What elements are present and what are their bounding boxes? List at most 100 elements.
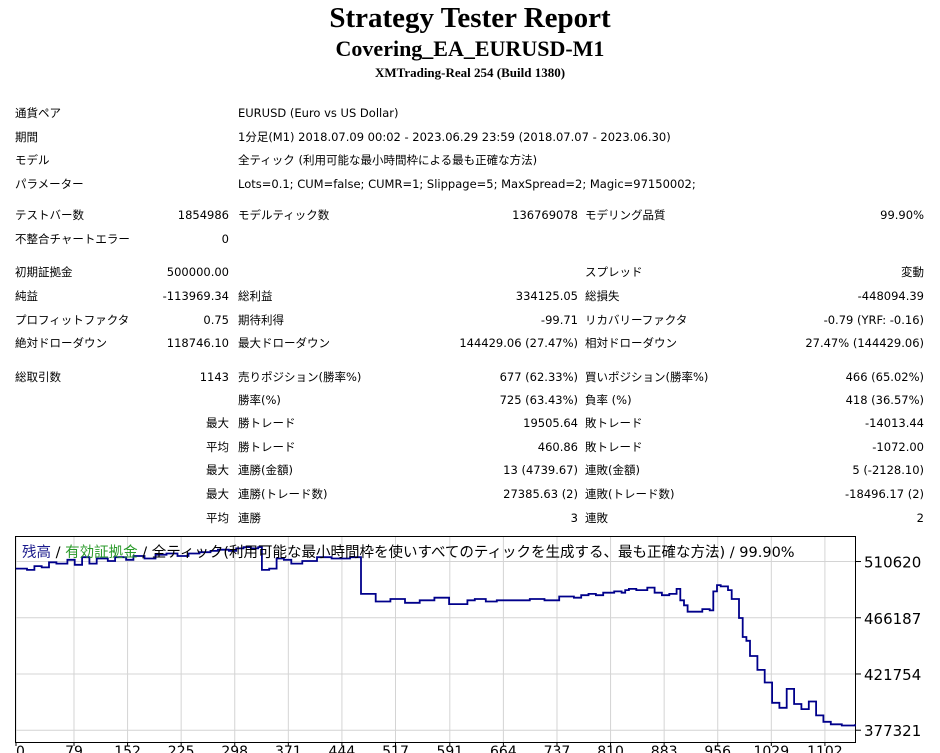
- symbol-label: 通貨ペア: [15, 106, 61, 120]
- spread-label: スプレッド: [585, 265, 643, 279]
- consec-wins-amt-value: 13 (4739.67): [503, 463, 578, 477]
- chart-title-balance: 残高: [22, 545, 51, 561]
- net-value: -113969.34: [162, 289, 229, 303]
- x-tick-label: 956: [704, 744, 731, 753]
- mismatch-label: 不整合チャートエラー: [15, 232, 130, 246]
- quality-value: 99.90%: [880, 208, 924, 222]
- net-label: 純益: [15, 289, 38, 303]
- report-subtitle: Covering_EA_EURUSD-M1: [335, 36, 605, 61]
- x-tick-label: 444: [329, 744, 356, 753]
- chart-title-model: 全ティック(利用可能な最小時間枠を使いすべてのティックを生成する、最も正確な方法…: [151, 545, 795, 561]
- max-prefix-2: 最大: [206, 463, 229, 477]
- chart-series: [16, 546, 856, 727]
- total-trades-value: 1143: [199, 370, 229, 384]
- avg-win-label: 勝トレード: [238, 440, 296, 454]
- avg-prefix-2: 平均: [206, 511, 229, 525]
- avg-consec-loss-value: 2: [916, 511, 924, 525]
- x-tick-label: 371: [275, 744, 302, 753]
- chart-title-equity: 有効証拠金: [65, 545, 138, 561]
- rel-dd-value: 27.47% (144429.06): [805, 336, 924, 350]
- chart-title-sep-1: /: [51, 545, 66, 561]
- quality-label: モデリング品質: [585, 208, 666, 222]
- model-value: 全ティック (利用可能な最小時間枠による最も正確な方法): [238, 153, 538, 167]
- y-tick-label: 377321: [864, 722, 921, 740]
- x-tick-label: 0: [16, 744, 25, 753]
- avg-consec-loss-label: 連敗: [585, 511, 608, 525]
- balance-chart: 510620 466187 421754 377321 0 79 152 225 298 371…: [15, 536, 921, 753]
- rel-dd-label: 相対ドローダウン: [585, 336, 677, 350]
- build-info: XMTrading-Real 254 (Build 1380): [374, 65, 566, 80]
- short-value: 677 (62.33%): [499, 370, 578, 384]
- gross-profit-label: 総利益: [238, 289, 273, 303]
- expected-value: -99.71: [540, 313, 578, 327]
- avg-win-value: 460.86: [537, 440, 578, 454]
- short-label: 売りポジション(勝率%): [238, 370, 362, 384]
- pf-value: 0.75: [203, 313, 229, 327]
- x-tick-label: 883: [651, 744, 678, 753]
- loss-label: 負率 (%): [585, 393, 632, 407]
- total-trades-label: 総取引数: [15, 370, 61, 384]
- max-prefix-1: 最大: [206, 416, 229, 430]
- x-tick-label: 810: [597, 744, 624, 753]
- y-tick-label: 510620: [864, 554, 921, 572]
- mismatch-value: 0: [221, 232, 229, 246]
- abs-dd-value: 118746.10: [166, 336, 229, 350]
- period-value: 1分足(M1) 2018.07.09 00:02 - 2023.06.29 23…: [238, 130, 671, 144]
- chart-title-sep-2: /: [137, 545, 152, 561]
- consec-wins-amt-label: 連勝(金額): [238, 463, 293, 477]
- gross-loss-value: -448094.39: [857, 289, 924, 303]
- consec-wins-cnt-label: 連勝(トレード数): [238, 487, 328, 501]
- avg-consec-win-label: 連勝: [238, 511, 261, 525]
- deposit-value: 500000.00: [166, 265, 229, 279]
- x-tick-label: 79: [65, 744, 83, 753]
- recovery-label: リカバリーファクタ: [585, 313, 688, 327]
- abs-dd-label: 絶対ドローダウン: [15, 336, 107, 350]
- consec-wins-cnt-value: 27385.63 (2): [503, 487, 578, 501]
- x-tick-label: 737: [544, 744, 571, 753]
- avg-loss-label: 敗トレード: [585, 440, 643, 454]
- x-axis: 0 79 152 225 298 371 444 517 591 664 737 810 883 956 1…: [15, 742, 843, 753]
- x-tick-label: 1102: [807, 744, 843, 753]
- model-label: モデル: [15, 153, 50, 167]
- deposit-label: 初期証拠金: [15, 265, 73, 279]
- largest-loss-value: -14013.44: [864, 416, 924, 430]
- x-tick-label: 517: [382, 744, 409, 753]
- chart-title: 残高 / 有効証拠金 / 全ティック(利用可能な最小時間枠を使いすべてのティック…: [22, 541, 795, 562]
- avg-prefix-1: 平均: [206, 440, 229, 454]
- win-value: 725 (63.43%): [499, 393, 578, 407]
- chart-grid: [15, 537, 855, 742]
- bars-label: テストバー数: [15, 208, 84, 222]
- x-tick-label: 225: [168, 744, 195, 753]
- period-label: 期間: [15, 130, 38, 144]
- params-value: Lots=0.1; CUM=false; CUMR=1; Slippage=5;…: [238, 177, 696, 191]
- params-label: パラメーター: [15, 177, 84, 191]
- gross-profit-value: 334125.05: [515, 289, 578, 303]
- consec-loss-amt-value: 5 (-2128.10): [852, 463, 924, 477]
- bars-value: 1854986: [177, 208, 229, 222]
- avg-consec-win-value: 3: [570, 511, 578, 525]
- x-tick-label: 591: [436, 744, 463, 753]
- y-tick-label: 421754: [864, 666, 921, 684]
- consec-loss-cnt-value: -18496.17 (2): [845, 487, 924, 501]
- balance-line: [16, 546, 856, 727]
- loss-value: 418 (36.57%): [845, 393, 924, 407]
- avg-loss-value: -1072.00: [872, 440, 924, 454]
- long-value: 466 (65.02%): [845, 370, 924, 384]
- pf-label: プロフィットファクタ: [15, 313, 130, 327]
- chart-frame: [15, 536, 856, 743]
- report-title: Strategy Tester Report: [329, 2, 611, 34]
- x-tick-label: 152: [114, 744, 141, 753]
- win-label: 勝率(%): [238, 393, 281, 407]
- max-dd-label: 最大ドローダウン: [238, 336, 330, 350]
- x-tick-label: 664: [490, 744, 517, 753]
- x-tick-label: 1029: [753, 744, 789, 753]
- largest-loss-label: 敗トレード: [585, 416, 643, 430]
- ticks-value: 136769078: [512, 208, 578, 222]
- largest-win-value: 19505.64: [523, 416, 578, 430]
- spread-value: 変動: [901, 265, 924, 279]
- largest-win-label: 勝トレード: [238, 416, 296, 430]
- max-prefix-3: 最大: [206, 487, 229, 501]
- gross-loss-label: 総損失: [585, 289, 620, 303]
- consec-loss-cnt-label: 連敗(トレード数): [585, 487, 675, 501]
- y-axis: 510620 466187 421754 377321: [855, 554, 921, 740]
